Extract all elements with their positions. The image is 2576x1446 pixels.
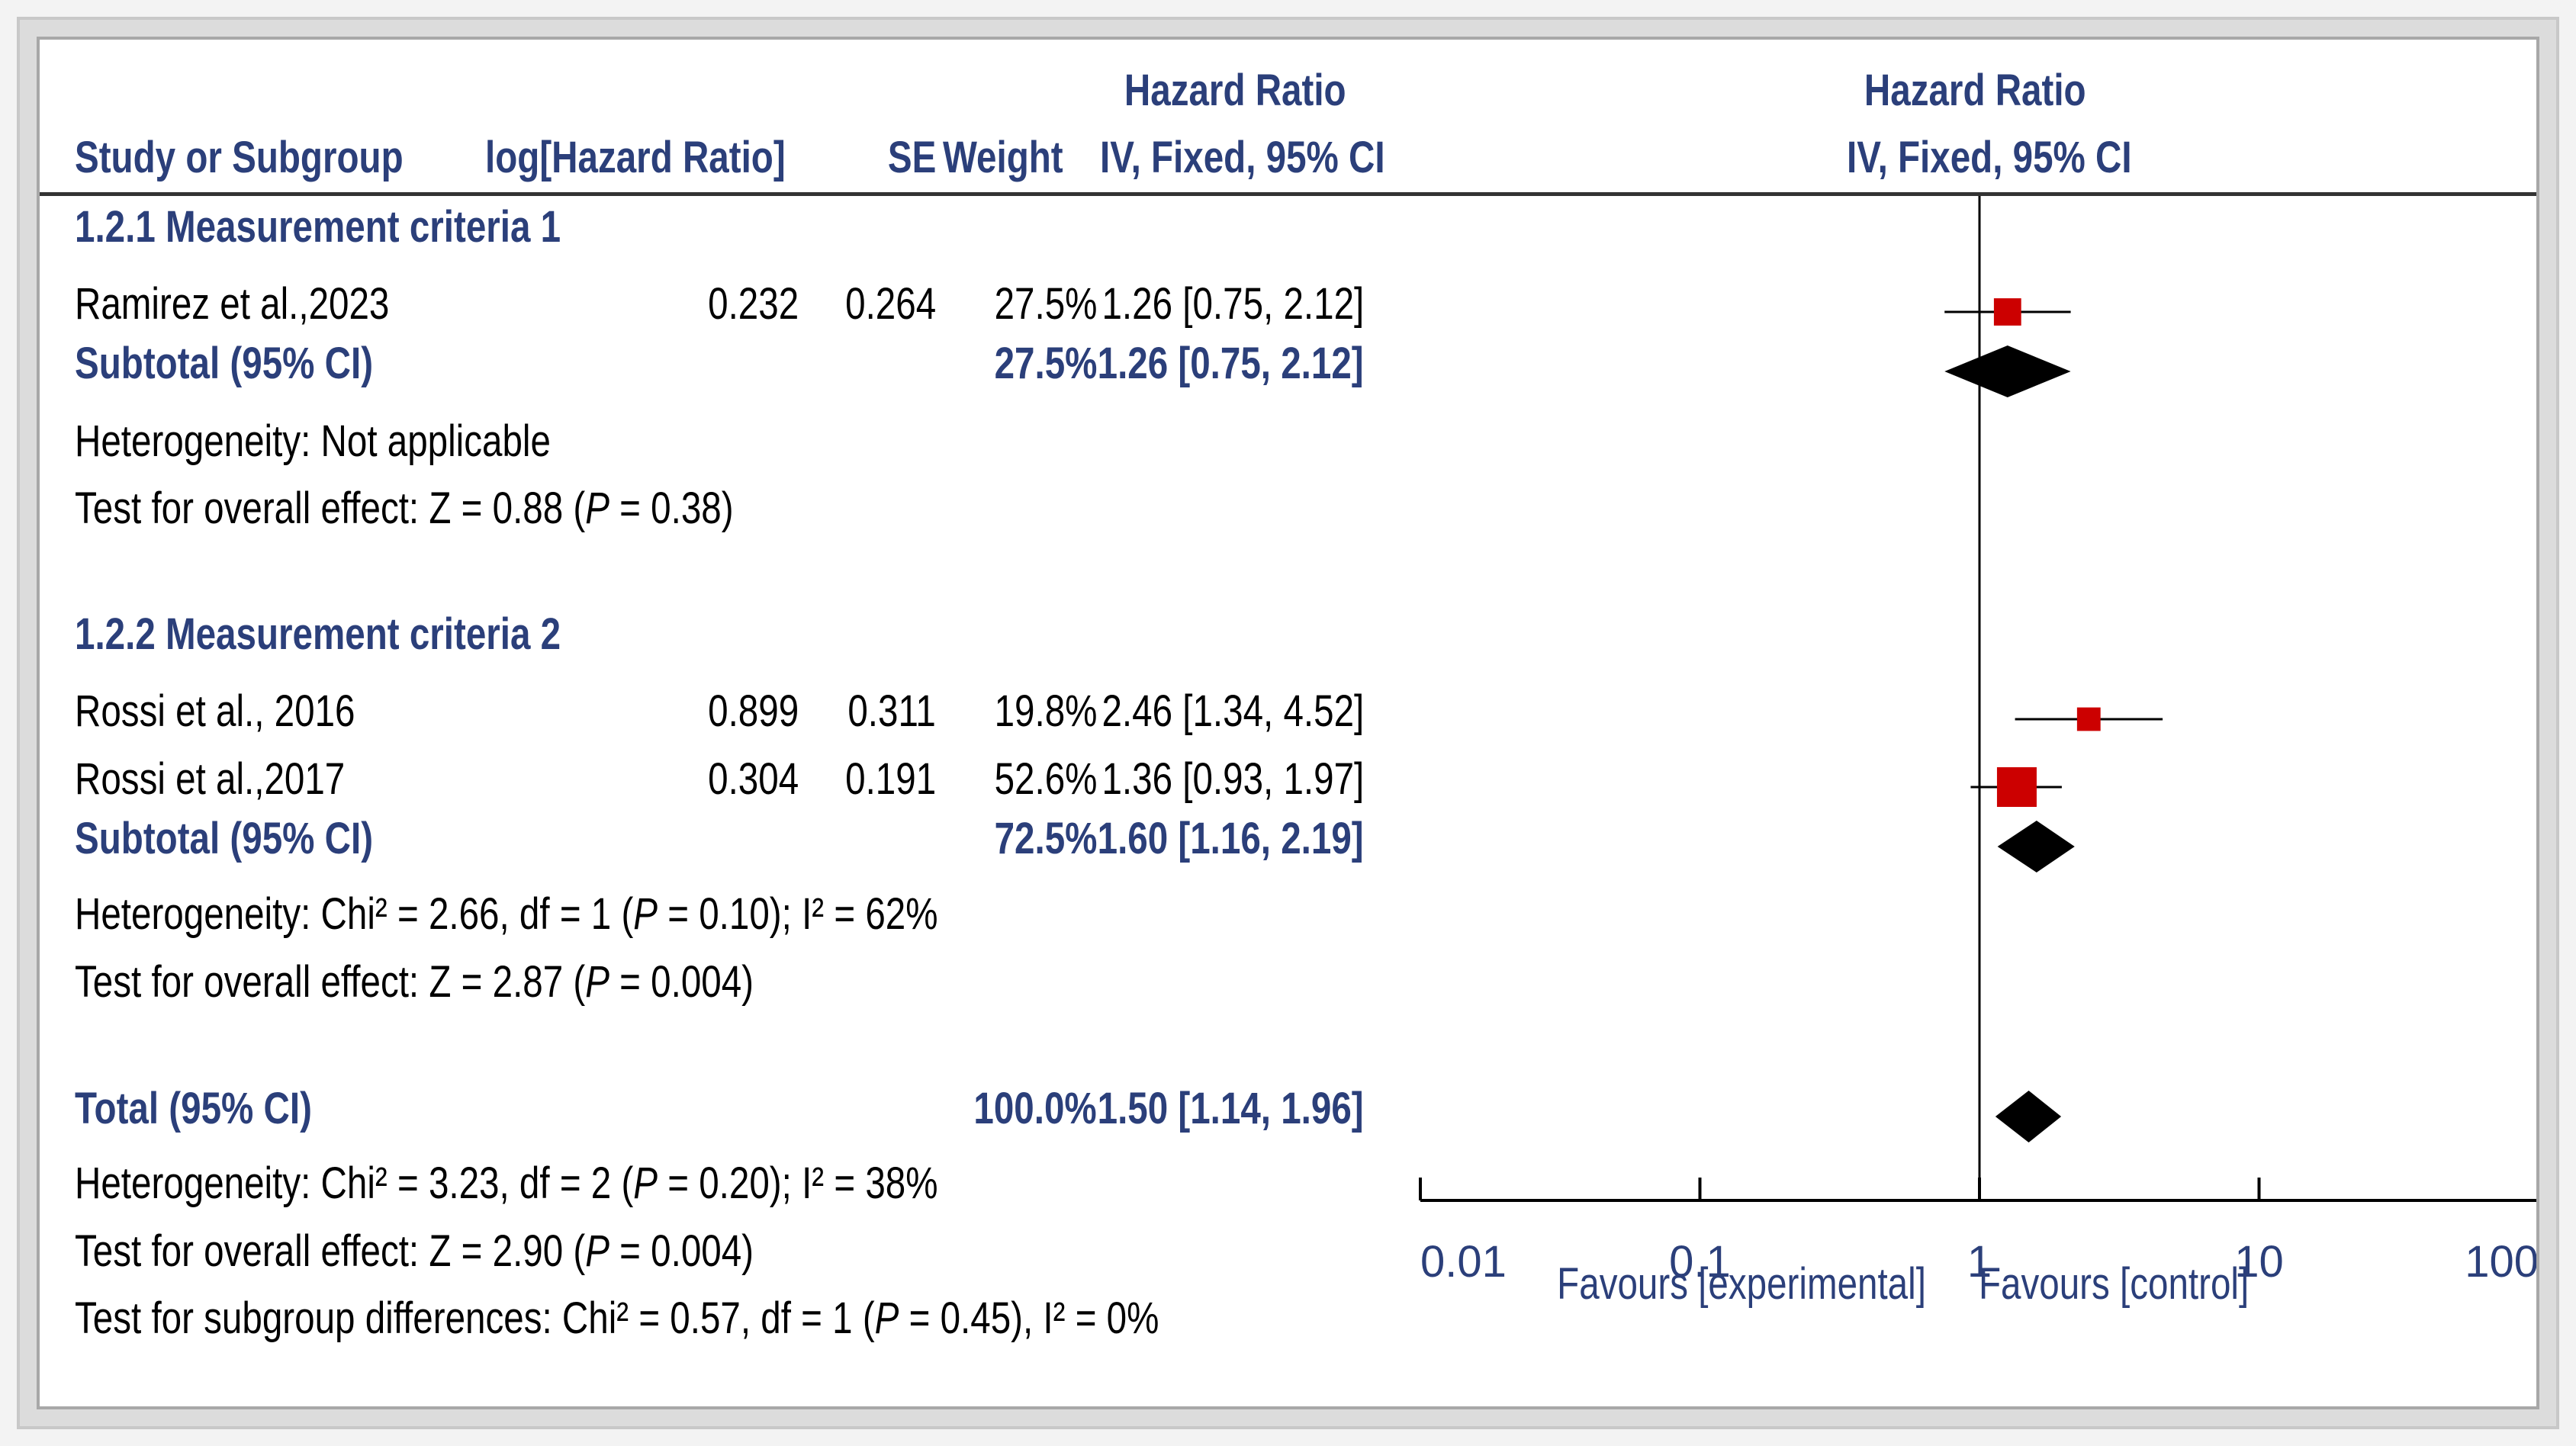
plot-header-2: IV, Fixed, 95% CI — [1847, 133, 2132, 182]
subgroup-2-overall-effect: Test for overall effect: Z = 2.87 (P = 0… — [75, 957, 754, 1007]
study-weight: 52.6% — [994, 754, 1097, 804]
subgroup-1-heterogeneity: Heterogeneity: Not applicable — [75, 416, 551, 466]
subtotal-2-label: Subtotal (95% CI) — [75, 814, 374, 863]
col-log-header: log[Hazard Ratio] — [485, 133, 786, 182]
study-log-hr: 0.232 — [707, 279, 799, 329]
study-name: Rossi et al.,2017 — [75, 754, 346, 804]
subtotal-1-label: Subtotal (95% CI) — [75, 339, 374, 388]
x-tick-label: 10 — [2234, 1237, 2284, 1287]
subtotal-2-hr-ci: 1.60 [1.16, 2.19] — [1097, 814, 1364, 863]
study-marker — [2076, 707, 2101, 731]
total-overall-effect: Test for overall effect: Z = 2.90 (P = 0… — [75, 1226, 754, 1276]
x-tick-label: 100 — [2465, 1237, 2539, 1287]
study-se: 0.191 — [844, 754, 936, 804]
study-log-hr: 0.304 — [707, 754, 799, 804]
subgroup-differences-test: Test for subgroup differences: Chi² = 0.… — [75, 1293, 1159, 1343]
study-marker — [1993, 298, 2021, 326]
plot-header-1: Hazard Ratio — [1864, 66, 2086, 115]
x-tick-label: 0.01 — [1420, 1237, 1507, 1287]
summary-diamond — [1997, 821, 2075, 872]
subtotal-1-hr-ci: 1.26 [0.75, 2.12] — [1097, 339, 1364, 388]
summary-diamond — [1995, 1091, 2062, 1142]
study-marker — [1996, 767, 2037, 807]
study-se: 0.264 — [844, 279, 936, 329]
col-study-header: Study or Subgroup — [75, 133, 404, 182]
x-tick-label: 1 — [1967, 1237, 1992, 1287]
total-label: Total (95% CI) — [75, 1084, 312, 1133]
subgroup-1-overall-effect: Test for overall effect: Z = 0.88 (P = 0… — [75, 484, 734, 533]
total-hr-ci: 1.50 [1.14, 1.96] — [1097, 1084, 1364, 1133]
total-heterogeneity: Heterogeneity: Chi² = 3.23, df = 2 (P = … — [75, 1158, 938, 1208]
study-weight: 27.5% — [994, 279, 1097, 329]
total-weight: 100.0% — [973, 1084, 1097, 1133]
summary-diamond — [1944, 345, 2071, 397]
study-weight: 19.8% — [994, 686, 1097, 736]
study-name: Rossi et al., 2016 — [75, 686, 355, 736]
favours-control-label: Favours [control] — [1979, 1259, 2250, 1309]
study-hr-ci: 1.36 [0.93, 1.97] — [1101, 754, 1364, 804]
subtotal-1-weight: 27.5% — [994, 339, 1097, 388]
study-log-hr: 0.899 — [707, 686, 799, 736]
x-tick-label: 0.1 — [1669, 1237, 1731, 1287]
forest-plot-panel: Hazard Ratio Study or Subgroup log[Hazar… — [37, 37, 2539, 1409]
study-hr-ci: 2.46 [1.34, 4.52] — [1101, 686, 1364, 736]
col-se-header: SE — [887, 133, 936, 182]
header-divider — [40, 192, 2536, 196]
col-hr-header-1: Hazard Ratio — [1124, 66, 1346, 115]
subgroup-1-title: 1.2.1 Measurement criteria 1 — [75, 202, 561, 252]
favours-experimental-label: Favours [experimental] — [1557, 1259, 1926, 1309]
study-name: Ramirez et al.,2023 — [75, 279, 390, 329]
study-se: 0.311 — [847, 686, 936, 736]
subgroup-2-title: 1.2.2 Measurement criteria 2 — [75, 609, 561, 659]
forest-plot: 0.01 0.1 1 10 100 — [1419, 196, 2539, 1287]
subgroup-2-heterogeneity: Heterogeneity: Chi² = 2.66, df = 1 (P = … — [75, 889, 938, 939]
subtotal-2-weight: 72.5% — [994, 814, 1097, 863]
figure-frame: Hazard Ratio Study or Subgroup log[Hazar… — [17, 17, 2559, 1429]
study-hr-ci: 1.26 [0.75, 2.12] — [1101, 279, 1364, 329]
col-weight-header: Weight — [943, 133, 1063, 182]
col-hr-header-2: IV, Fixed, 95% CI — [1100, 133, 1385, 182]
